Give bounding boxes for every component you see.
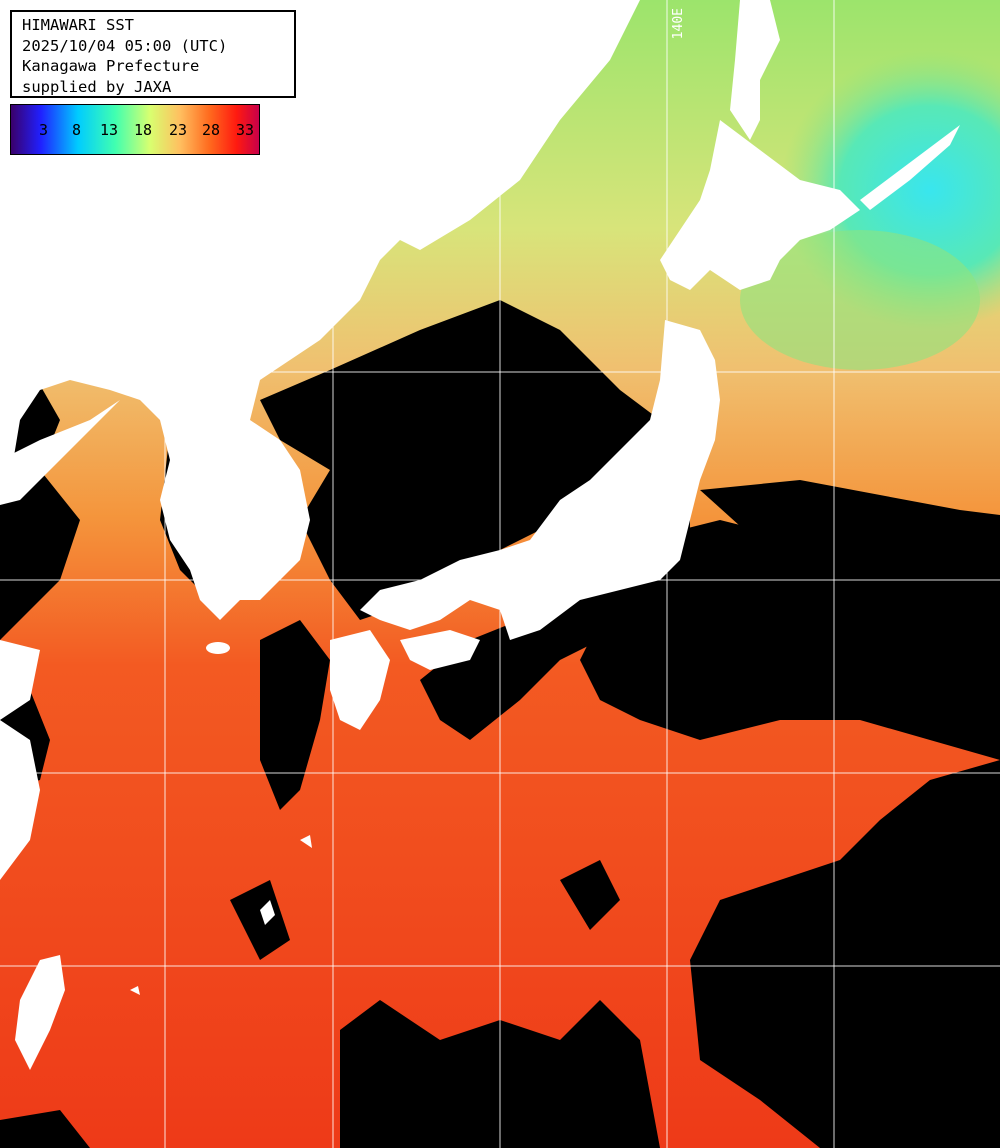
colorbar-tick-33: 33 (236, 121, 255, 139)
shandong-peninsula (0, 400, 120, 505)
china-coast (0, 640, 40, 880)
shikoku (400, 630, 480, 670)
kuril-islands (860, 125, 960, 210)
sst-colorbar: 3 8 13 18 23 28 33 (10, 104, 260, 155)
lat-label-40n: 40N (4, 353, 28, 368)
colorbar-tick-3: 3 (39, 121, 49, 139)
land (0, 0, 960, 1070)
lon-label-140e: 140E (671, 8, 686, 40)
cold-water-region-2 (740, 230, 980, 370)
lat-label-30n: 30N (4, 760, 28, 775)
colorbar-tick-13: 13 (100, 121, 119, 139)
colorbar-tick-23: 23 (169, 121, 188, 139)
taiwan (15, 955, 65, 1070)
map-title: HIMAWARI SST (22, 16, 134, 34)
colorbar-tick-8: 8 (72, 121, 82, 139)
colorbar-tick-28: 28 (202, 121, 221, 139)
colorbar-tick-18: 18 (134, 121, 153, 139)
continent (0, 0, 640, 620)
map-timestamp: 2025/10/04 05:00 (UTC) (22, 36, 228, 55)
kyushu (330, 630, 390, 730)
no-data-mask (0, 300, 1000, 1148)
jeju-island (206, 642, 230, 654)
map-source: supplied by JAXA (22, 77, 172, 96)
sakhalin (730, 0, 780, 140)
hokkaido (660, 120, 860, 290)
map-info-box: HIMAWARI SST 2025/10/04 05:00 (UTC) Kana… (10, 10, 296, 98)
honshu (360, 320, 720, 640)
map-region: Kanagawa Prefecture (22, 57, 200, 75)
